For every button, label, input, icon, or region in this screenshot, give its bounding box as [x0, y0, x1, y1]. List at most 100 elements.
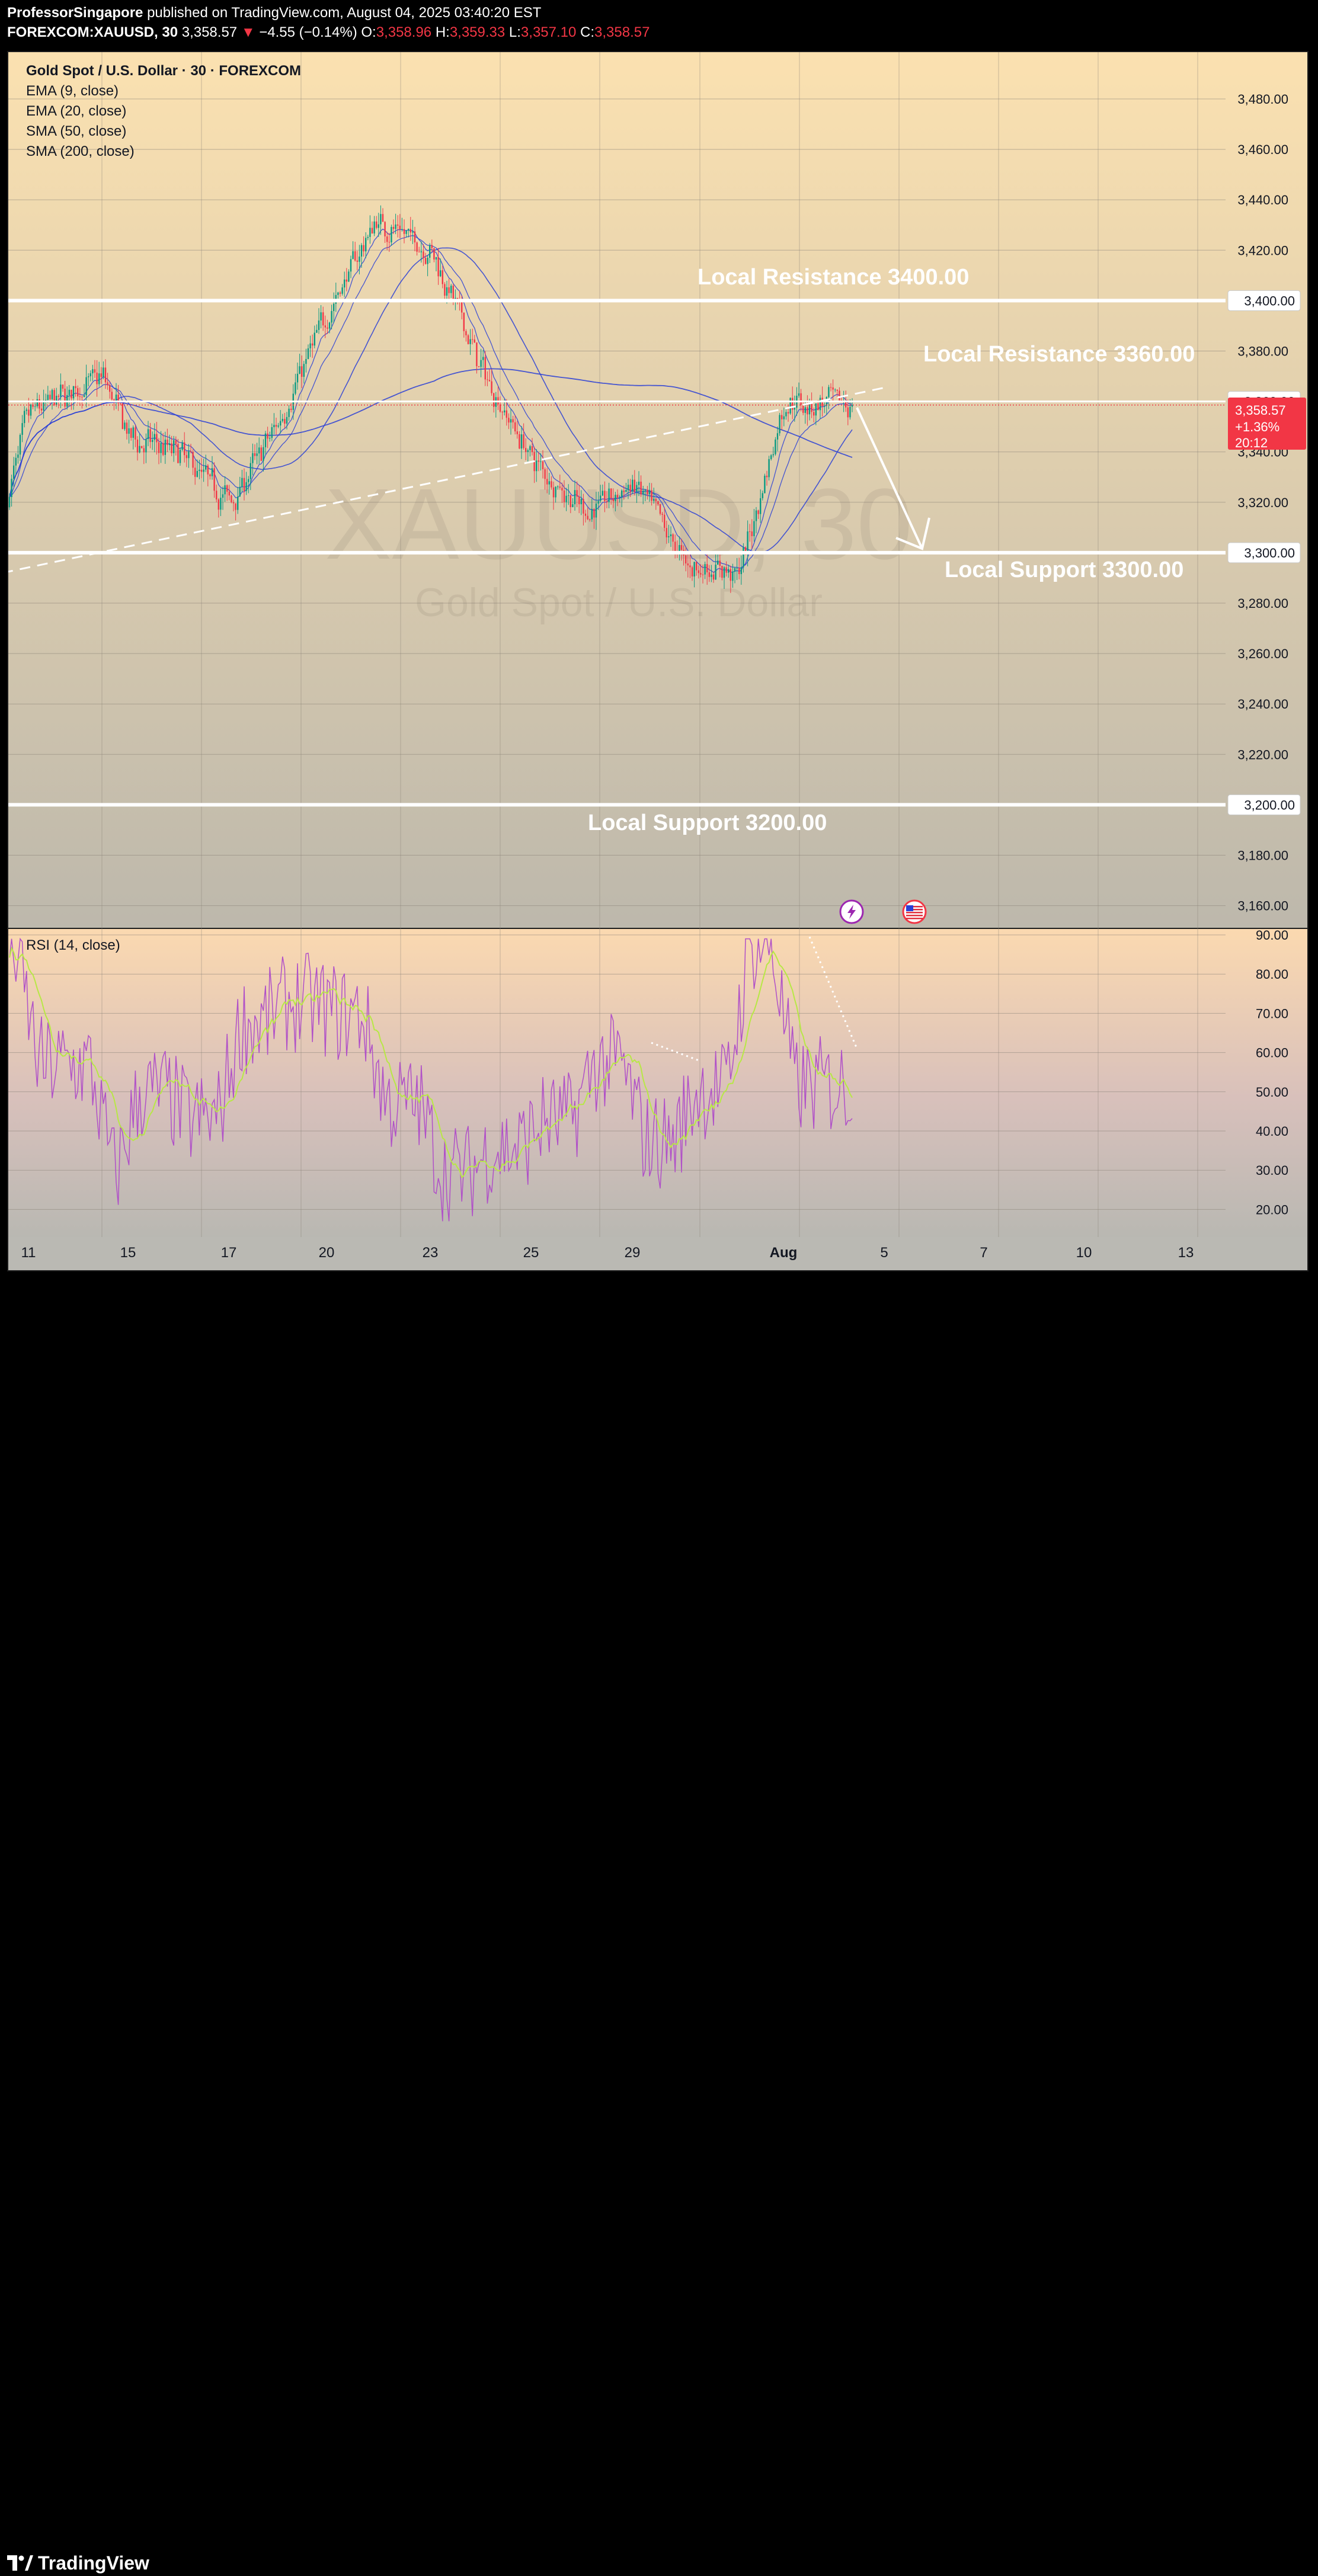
- candle-body[interactable]: [173, 440, 175, 453]
- candle-body[interactable]: [516, 431, 518, 434]
- candle-body[interactable]: [113, 399, 115, 401]
- candle-body[interactable]: [333, 303, 335, 312]
- candle-body[interactable]: [640, 481, 642, 495]
- candle-body[interactable]: [740, 567, 742, 574]
- candle-body[interactable]: [177, 444, 179, 463]
- candle-body[interactable]: [378, 224, 379, 228]
- candle-body[interactable]: [551, 481, 552, 488]
- candle-body[interactable]: [728, 569, 730, 573]
- candle-body[interactable]: [593, 509, 595, 518]
- candle-body[interactable]: [305, 358, 307, 364]
- candle-body[interactable]: [235, 503, 236, 510]
- candle-body[interactable]: [363, 245, 364, 252]
- candle-body[interactable]: [168, 443, 171, 446]
- candle-body[interactable]: [775, 439, 776, 454]
- candle-body[interactable]: [188, 451, 190, 459]
- candle-body[interactable]: [817, 403, 819, 411]
- candle-body[interactable]: [725, 567, 727, 573]
- candle-body[interactable]: [284, 419, 286, 424]
- candle-body[interactable]: [469, 339, 471, 344]
- candle-body[interactable]: [416, 242, 418, 252]
- candle-body[interactable]: [708, 572, 710, 577]
- candle-body[interactable]: [815, 403, 817, 416]
- candle-body[interactable]: [612, 498, 614, 502]
- candle-body[interactable]: [691, 567, 693, 577]
- candle-body[interactable]: [83, 395, 85, 397]
- candle-body[interactable]: [452, 286, 454, 300]
- ascending-trendline[interactable]: [8, 386, 886, 573]
- candle-body[interactable]: [62, 385, 64, 389]
- candle-body[interactable]: [316, 329, 318, 333]
- candle-body[interactable]: [619, 496, 620, 498]
- candle-body[interactable]: [743, 547, 744, 568]
- candle-body[interactable]: [171, 443, 172, 453]
- candle-body[interactable]: [642, 491, 644, 495]
- candle-body[interactable]: [687, 563, 689, 566]
- candle-body[interactable]: [768, 459, 770, 478]
- candle-body[interactable]: [508, 418, 510, 423]
- candle-body[interactable]: [184, 442, 185, 456]
- author-name[interactable]: ProfessorSingapore: [7, 5, 143, 21]
- chart-frame[interactable]: XAUUSD, 30 Gold Spot / U.S. Dollar Local R…: [7, 51, 1309, 1271]
- candle-body[interactable]: [623, 490, 625, 492]
- candle-body[interactable]: [56, 396, 57, 405]
- candle-body[interactable]: [732, 571, 734, 581]
- candle-body[interactable]: [109, 385, 111, 392]
- projection-arrow[interactable]: [856, 407, 930, 550]
- candle-body[interactable]: [28, 409, 30, 416]
- candle-body[interactable]: [339, 292, 341, 294]
- candle-body[interactable]: [217, 499, 219, 510]
- candle-body[interactable]: [85, 377, 87, 396]
- candle-body[interactable]: [819, 398, 821, 411]
- candle-body[interactable]: [299, 366, 300, 374]
- legend-ema9[interactable]: EMA (9, close): [26, 83, 119, 99]
- candle-body[interactable]: [698, 570, 699, 573]
- candle-body[interactable]: [512, 419, 514, 422]
- candle-body[interactable]: [94, 369, 96, 373]
- candle-body[interactable]: [610, 488, 612, 499]
- candle-body[interactable]: [845, 401, 847, 408]
- candle-body[interactable]: [25, 409, 27, 411]
- candle-body[interactable]: [126, 422, 128, 434]
- candle-body[interactable]: [762, 493, 763, 498]
- candle-body[interactable]: [589, 519, 591, 520]
- candle-body[interactable]: [461, 300, 463, 313]
- candle-body[interactable]: [369, 228, 371, 237]
- candle-body[interactable]: [263, 447, 264, 461]
- rsi-ma-line[interactable]: [9, 946, 853, 1179]
- candle-body[interactable]: [632, 479, 634, 492]
- candle-body[interactable]: [220, 498, 222, 510]
- candle-body[interactable]: [179, 450, 181, 463]
- candle-body[interactable]: [674, 542, 676, 552]
- candle-body[interactable]: [813, 412, 815, 416]
- candle-body[interactable]: [81, 396, 83, 398]
- candle-body[interactable]: [40, 408, 43, 411]
- candle-body[interactable]: [271, 427, 273, 438]
- candle-body[interactable]: [103, 367, 104, 377]
- candle-body[interactable]: [583, 499, 584, 514]
- candle-body[interactable]: [382, 214, 384, 222]
- candle-body[interactable]: [672, 534, 674, 542]
- candle-body[interactable]: [807, 407, 808, 415]
- candle-body[interactable]: [794, 408, 795, 410]
- candle-body[interactable]: [152, 440, 153, 443]
- candle-body[interactable]: [60, 385, 62, 397]
- candle-body[interactable]: [307, 348, 309, 359]
- candle-body[interactable]: [320, 312, 322, 321]
- candle-body[interactable]: [53, 390, 55, 405]
- candle-body[interactable]: [723, 567, 725, 578]
- candle-body[interactable]: [280, 421, 281, 426]
- candle-body[interactable]: [222, 494, 224, 498]
- candle-body[interactable]: [734, 568, 736, 572]
- candle-body[interactable]: [403, 229, 405, 234]
- candle-body[interactable]: [467, 335, 469, 344]
- candle-body[interactable]: [301, 366, 303, 377]
- candle-body[interactable]: [145, 438, 147, 453]
- candle-body[interactable]: [544, 469, 546, 479]
- candle-body[interactable]: [849, 406, 851, 418]
- candle-body[interactable]: [561, 488, 563, 491]
- candle-body[interactable]: [836, 389, 838, 391]
- candle-body[interactable]: [751, 531, 753, 536]
- candle-body[interactable]: [712, 574, 715, 580]
- candle-body[interactable]: [190, 451, 192, 452]
